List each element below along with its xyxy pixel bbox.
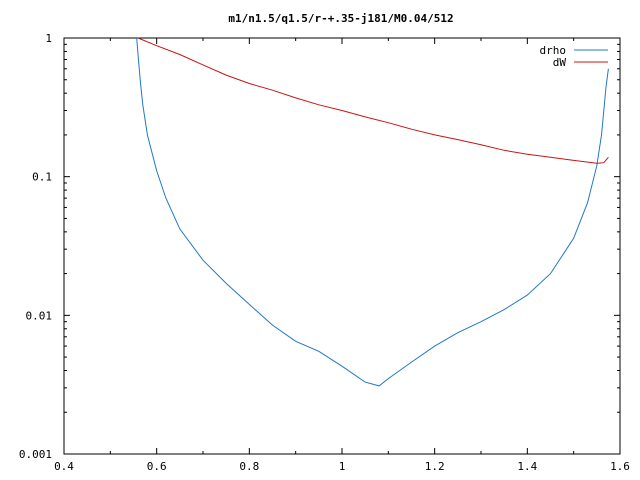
plot-frame [63,37,621,455]
y-tick-label: 1 [45,32,52,45]
series-line-drho [136,37,609,387]
series-line-dW [137,37,609,164]
x-tick-label: 1.2 [425,460,445,473]
chart-title: m1/n1.5/q1.5/r-+.35-j181/M0.04/512 [228,12,453,25]
x-tick-label: 1.4 [517,460,537,473]
x-tick-label: 0.6 [147,460,167,473]
y-tick-label: 0.01 [26,309,53,322]
legend-label-drho: drho [540,44,567,57]
x-tick-label: 1 [339,460,346,473]
x-tick-label: 0.8 [239,460,259,473]
x-tick-label: 1.6 [610,460,630,473]
legend-label-dW: dW [553,56,567,69]
axes: 0.4 0.6 0.8 1 1.2 1.4 1.6 0.001 0.01 0.1 1 [19,32,630,473]
y-tick-label: 0.1 [32,171,52,184]
x-tick-label: 0.4 [54,460,74,473]
series-layer [136,37,609,387]
y-tick-label: 0.001 [19,448,52,461]
